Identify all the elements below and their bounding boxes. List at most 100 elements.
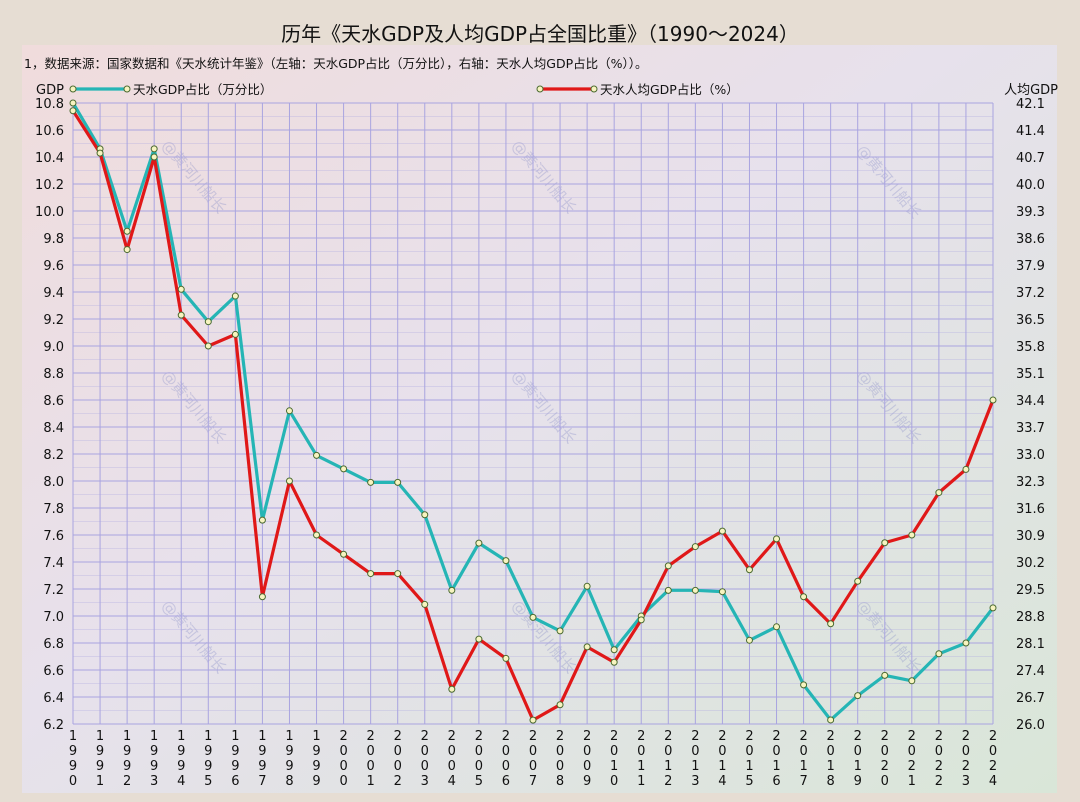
series bbox=[69, 99, 997, 724]
point-gdp bbox=[854, 692, 862, 700]
y-right-tick-label: 39.3 bbox=[1016, 205, 1045, 220]
point-gdp bbox=[718, 588, 726, 596]
point-per-capita bbox=[556, 701, 564, 709]
y-left-tick-label: 7.6 bbox=[43, 529, 64, 544]
legend-marker bbox=[123, 85, 131, 93]
point-gdp bbox=[691, 586, 699, 594]
point-per-capita bbox=[448, 685, 456, 693]
point-gdp bbox=[123, 227, 131, 235]
point-per-capita bbox=[935, 489, 943, 497]
point-per-capita bbox=[340, 550, 348, 558]
y-right-ticks: 42.1 41.4 40.7 40.0 39.3 38.6 37.9 37.2 36.5 35.8… bbox=[1016, 97, 1045, 733]
legend-label: 天水人均GDP占比（%） bbox=[600, 82, 739, 97]
y-right-tick-label: 32.3 bbox=[1016, 475, 1045, 490]
point-gdp bbox=[475, 539, 483, 547]
y-left-tick-label: 10.8 bbox=[35, 97, 64, 112]
point-per-capita bbox=[367, 570, 375, 578]
point-per-capita bbox=[583, 643, 591, 651]
point-gdp bbox=[962, 639, 970, 647]
y-right-tick-label: 37.9 bbox=[1016, 259, 1045, 274]
legend-label: 天水GDP占比（万分比） bbox=[133, 82, 272, 97]
y-left-tick-label: 7.4 bbox=[43, 556, 64, 571]
point-per-capita bbox=[285, 477, 293, 485]
point-per-capita bbox=[637, 616, 645, 624]
y-right-tick-label: 33.7 bbox=[1016, 421, 1045, 436]
point-per-capita bbox=[231, 330, 239, 338]
point-per-capita bbox=[881, 539, 889, 547]
y-right-tick-label: 31.6 bbox=[1016, 502, 1045, 517]
y-left-tick-label: 6.2 bbox=[43, 718, 64, 733]
point-per-capita bbox=[745, 566, 753, 574]
point-per-capita bbox=[691, 543, 699, 551]
y-left-tick-label: 8.0 bbox=[43, 475, 64, 490]
point-gdp bbox=[881, 671, 889, 679]
point-gdp bbox=[800, 681, 808, 689]
point-gdp bbox=[177, 285, 185, 293]
point-gdp bbox=[367, 478, 375, 486]
point-gdp bbox=[583, 582, 591, 590]
point-per-capita bbox=[313, 531, 321, 539]
y-right-axis-label: 人均GDP bbox=[1004, 83, 1058, 98]
point-gdp bbox=[204, 318, 212, 326]
point-gdp bbox=[69, 99, 77, 107]
point-gdp bbox=[827, 716, 835, 724]
point-per-capita bbox=[610, 658, 618, 666]
point-gdp bbox=[556, 627, 564, 635]
y-right-tick-label: 38.6 bbox=[1016, 232, 1045, 247]
point-per-capita bbox=[177, 311, 185, 319]
point-per-capita bbox=[773, 535, 781, 543]
point-per-capita bbox=[502, 654, 510, 662]
y-right-tick-label: 28.8 bbox=[1016, 610, 1045, 625]
point-gdp bbox=[394, 478, 402, 486]
point-per-capita bbox=[800, 593, 808, 601]
y-left-tick-label: 9.2 bbox=[43, 313, 64, 328]
point-per-capita bbox=[827, 620, 835, 628]
point-per-capita bbox=[529, 716, 537, 724]
y-left-tick-label: 10.0 bbox=[35, 205, 64, 220]
y-right-tick-label: 41.4 bbox=[1016, 124, 1045, 139]
point-per-capita bbox=[962, 465, 970, 473]
point-gdp bbox=[610, 646, 618, 654]
legend: 天水GDP占比（万分比） 天水人均GDP占比（%） bbox=[69, 82, 739, 97]
chart-title: 历年《天水GDP及人均GDP占全国比重》（1990～2024） bbox=[281, 22, 799, 46]
point-per-capita bbox=[204, 342, 212, 350]
y-left-tick-label: 10.4 bbox=[35, 151, 64, 166]
point-gdp bbox=[773, 623, 781, 631]
y-right-tick-label: 26.7 bbox=[1016, 691, 1045, 706]
y-left-tick-label: 8.8 bbox=[43, 367, 64, 382]
y-right-tick-label: 28.1 bbox=[1016, 637, 1045, 652]
chart-subtitle: 1，数据来源：国家数据和《天水统计年鉴》（左轴：天水GDP占比（万分比），右轴：… bbox=[24, 56, 648, 71]
point-per-capita bbox=[718, 527, 726, 535]
x-ticks: 1 9 9 0 1 9 9 1 1 9 9 2 1 9 9 3 1 9 9 4 1 9 9 5 1 9 9 6 1 9 9 7 1 9 9 8 1 9 9 9… bbox=[69, 729, 997, 789]
point-per-capita bbox=[908, 531, 916, 539]
legend-marker bbox=[590, 85, 598, 93]
point-per-capita bbox=[150, 153, 158, 161]
point-per-capita bbox=[123, 246, 131, 254]
point-per-capita bbox=[96, 149, 104, 157]
y-left-tick-label: 9.0 bbox=[43, 340, 64, 355]
y-left-tick-label: 6.8 bbox=[43, 637, 64, 652]
